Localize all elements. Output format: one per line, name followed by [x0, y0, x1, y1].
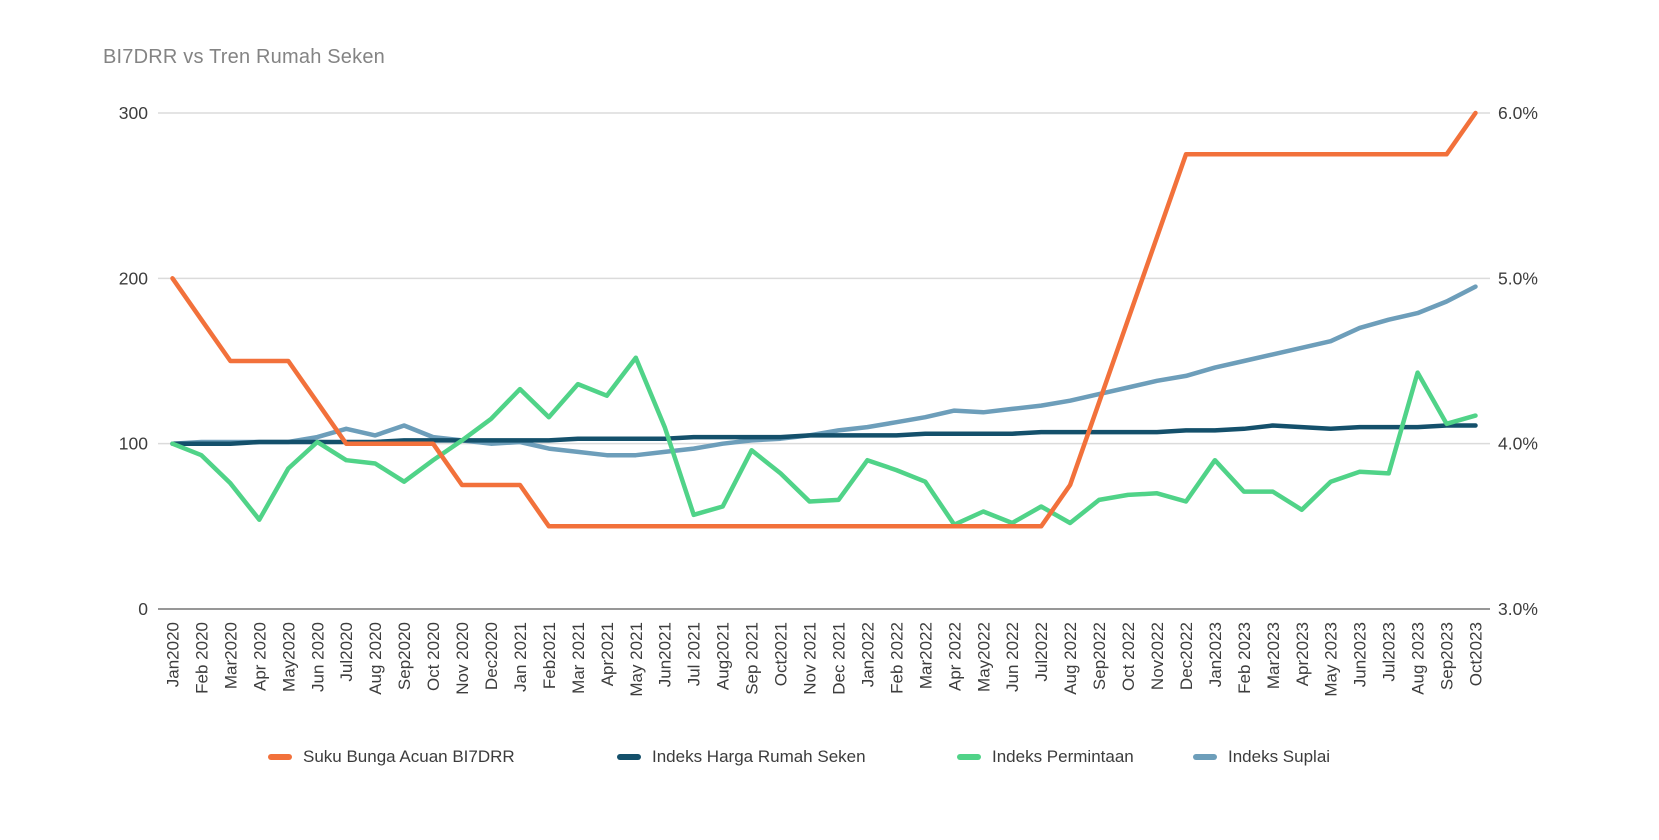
x-tick-label: Mar2023 — [1264, 622, 1283, 689]
x-tick-label: Dec 2021 — [829, 622, 848, 695]
chart-title: BI7DRR vs Tren Rumah Seken — [103, 46, 385, 68]
x-tick-label: Oct 2020 — [424, 622, 443, 691]
x-tick-label: Oct2023 — [1467, 622, 1486, 686]
x-tick-label: May 2023 — [1322, 622, 1341, 697]
legend-item: Indeks Permintaan — [957, 746, 1134, 768]
x-tick-label: Jun 2020 — [308, 622, 327, 692]
x-tick-label: Oct 2022 — [1119, 622, 1138, 691]
x-tick-label: Apr2023 — [1293, 622, 1312, 686]
x-tick-label: Feb2021 — [540, 622, 559, 689]
x-tick-label: Jul2020 — [337, 622, 356, 682]
x-tick-label: Oct2021 — [772, 622, 791, 686]
series-line-4 — [170, 284, 1478, 458]
x-tick-label: Nov 2020 — [453, 622, 472, 695]
y-tick-label-right: 5.0% — [1498, 268, 1538, 288]
x-tick-label: Jan 2021 — [511, 622, 530, 692]
x-tick-label: Jun 2022 — [1003, 622, 1022, 692]
x-tick-label: May2020 — [279, 622, 298, 692]
x-tick-label: Aug 2020 — [366, 622, 385, 695]
x-tick-label: Sep 2021 — [743, 622, 762, 695]
x-tick-label: Apr2021 — [598, 622, 617, 686]
y-tick-label-left: 0 — [138, 599, 148, 619]
x-tick-label: Aug2021 — [714, 622, 733, 690]
x-tick-label: Mar2020 — [221, 622, 240, 689]
x-tick-label: Sep2023 — [1438, 622, 1457, 690]
x-tick-label: Jan2023 — [1206, 622, 1225, 687]
legend-swatch-permintaan — [957, 754, 981, 760]
x-tick-label: Mar 2021 — [569, 622, 588, 694]
y-tick-label-right: 6.0% — [1498, 103, 1538, 123]
y-tick-label-right: 4.0% — [1498, 434, 1538, 454]
y-tick-label-left: 300 — [119, 103, 148, 123]
series-line-3 — [170, 355, 1478, 527]
y-tick-label-left: 100 — [119, 434, 148, 454]
legend-item: Indeks Harga Rumah Seken — [617, 746, 866, 768]
legend-label: Suku Bunga Acuan BI7DRR — [303, 747, 515, 766]
legend-swatch-suplai — [1193, 754, 1217, 760]
series-line-1 — [170, 110, 1478, 529]
x-tick-label: Jun2023 — [1351, 622, 1370, 687]
x-tick-label: Sep2020 — [395, 622, 414, 690]
x-tick-label: Dec2020 — [482, 622, 501, 690]
legend: Suku Bunga Acuan BI7DRR Indeks Harga Rum… — [0, 746, 1659, 772]
legend-label: Indeks Suplai — [1228, 747, 1331, 766]
x-tick-label: Apr 2020 — [250, 622, 269, 691]
x-tick-label: Jun2021 — [656, 622, 675, 687]
x-tick-label: Sep2022 — [1090, 622, 1109, 690]
legend-item: Indeks Suplai — [1193, 746, 1330, 768]
x-tick-label: Feb 2020 — [192, 622, 211, 694]
x-tick-label: Jul2022 — [1032, 622, 1051, 682]
legend-item: Suku Bunga Acuan BI7DRR — [268, 746, 515, 768]
x-tick-label: Mar2022 — [916, 622, 935, 689]
x-tick-label: Jan2022 — [858, 622, 877, 687]
y-tick-label-left: 200 — [119, 268, 148, 288]
x-tick-label: Jul2023 — [1380, 622, 1399, 682]
x-tick-label: Jan2020 — [163, 622, 182, 687]
legend-swatch-harga-rumah — [617, 754, 641, 760]
x-tick-label: Jul 2021 — [685, 622, 704, 686]
y-tick-label-right: 3.0% — [1498, 599, 1538, 619]
legend-label: Indeks Harga Rumah Seken — [652, 747, 866, 766]
legend-swatch-suku-bunga — [268, 754, 292, 760]
x-tick-label: Nov2022 — [1148, 622, 1167, 690]
x-tick-label: May 2021 — [627, 622, 646, 697]
x-tick-label: Apr 2022 — [945, 622, 964, 691]
legend-label: Indeks Permintaan — [992, 747, 1134, 766]
x-tick-label: Aug 2023 — [1409, 622, 1428, 695]
x-tick-label: May2022 — [974, 622, 993, 692]
x-tick-label: Feb 2022 — [887, 622, 906, 694]
x-tick-label: Dec2022 — [1177, 622, 1196, 690]
x-tick-label: Aug 2022 — [1061, 622, 1080, 695]
series-line-2 — [170, 423, 1478, 446]
x-tick-label: Nov 2021 — [801, 622, 820, 695]
x-tick-label: Feb 2023 — [1235, 622, 1254, 694]
